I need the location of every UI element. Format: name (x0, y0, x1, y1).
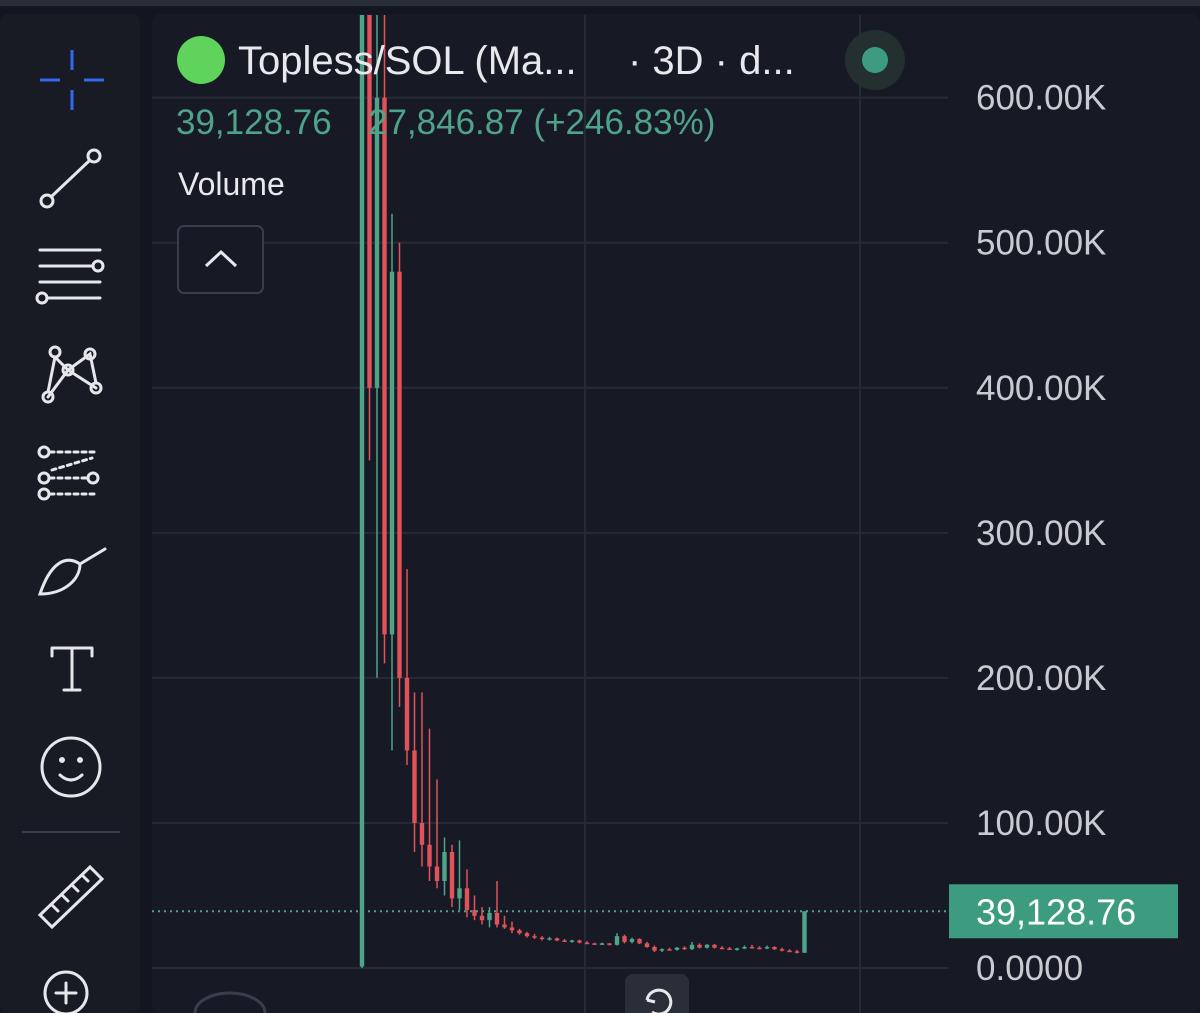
y-tick-label: 400.00K (976, 369, 1106, 408)
price-label-box (949, 884, 1178, 939)
pattern-tool[interactable] (41, 345, 103, 404)
candle-body (779, 949, 785, 951)
y-tick-label: 0.0000 (976, 949, 1083, 988)
candle-body (359, 15, 365, 967)
candle-body (404, 677, 410, 751)
candle-body (532, 936, 537, 938)
candle-body (427, 844, 432, 867)
candle-body (727, 948, 732, 950)
candle-body (502, 924, 507, 928)
text-tool[interactable] (50, 646, 94, 692)
candle-body (682, 947, 687, 950)
candle-body (757, 947, 762, 950)
candle-body (577, 940, 582, 943)
ruler-tool[interactable] (37, 864, 105, 930)
candle-body (487, 912, 492, 921)
candle-body (749, 946, 755, 949)
candle-body (622, 936, 627, 942)
chevron-up (204, 249, 238, 268)
candle-body (412, 750, 417, 823)
token-logo (177, 36, 225, 84)
candle-body (472, 910, 477, 916)
candle-body (802, 911, 807, 953)
candle-body (697, 944, 702, 948)
candle-body (494, 912, 500, 925)
candle-body (464, 888, 470, 911)
candle-body (457, 888, 462, 899)
candle-body (712, 944, 717, 948)
candle-body (652, 946, 657, 951)
candle-body (367, 15, 372, 388)
y-tick-label: 200.00K (976, 659, 1106, 698)
candle-body (599, 943, 605, 945)
candle-body (554, 938, 560, 941)
brush-tool[interactable] (37, 547, 107, 596)
candle-body (787, 950, 792, 953)
candle-body (614, 936, 620, 945)
candle-body (644, 943, 650, 947)
status-dot (862, 47, 888, 73)
candle-body (772, 946, 777, 950)
candle-body (742, 946, 747, 949)
crosshair-tool[interactable] (40, 50, 104, 110)
lines-tool[interactable] (35, 248, 105, 305)
y-tick-label: 500.00K (976, 224, 1106, 263)
plot (152, 15, 948, 970)
candle-body (689, 944, 695, 950)
candle-body (607, 943, 612, 945)
candle-body (517, 930, 522, 934)
scroll-indicator (193, 991, 267, 1013)
price-label: 39,128.76 (976, 891, 1136, 932)
candle-body (667, 949, 672, 951)
candle-body (764, 946, 770, 949)
candle-body (524, 933, 530, 937)
candle-body (674, 947, 680, 950)
last-price: 39,128.76 (176, 103, 332, 142)
candle-body (584, 942, 590, 945)
candle-body (547, 938, 552, 940)
candle-body (382, 97, 387, 635)
interval: · 3D · d... (628, 39, 795, 83)
candle-body (719, 947, 725, 950)
candle-body (479, 915, 485, 921)
y-tick-label: 100.00K (976, 804, 1106, 843)
y-tick-label: 600.00K (976, 79, 1106, 118)
price-change: 27,846.87 (+246.83%) (368, 103, 715, 142)
indicator-label: Volume (178, 166, 285, 202)
candle-body (397, 271, 402, 678)
toolbar (0, 14, 140, 1013)
candle-body (637, 939, 642, 944)
candle-body (562, 940, 567, 942)
candle-body (419, 822, 425, 845)
forecast-tool[interactable] (37, 445, 100, 501)
emoji-tool[interactable] (40, 736, 102, 798)
candle-body (449, 851, 455, 899)
candle-body (734, 948, 740, 950)
trend-line-tool[interactable] (39, 148, 102, 209)
candle-body (629, 939, 635, 942)
pair-title: Topless/SOL (Ma... (238, 39, 577, 83)
candle-body (794, 951, 800, 953)
reset-button[interactable] (625, 974, 689, 1013)
candle-body (592, 943, 597, 945)
zoom-tool[interactable] (43, 970, 89, 1013)
candle-body (374, 97, 380, 388)
candle-body (509, 927, 515, 931)
collapse-button[interactable] (177, 225, 264, 294)
candle-body (659, 949, 665, 951)
y-tick-label: 300.00K (976, 514, 1106, 553)
candle-body (389, 271, 395, 635)
top-border (0, 0, 1200, 6)
candle-body (704, 944, 710, 948)
candle-body (434, 866, 440, 881)
candle-body (569, 940, 575, 942)
reset-icon (645, 988, 673, 1013)
candle-body (442, 851, 447, 881)
candle-body (539, 937, 545, 940)
